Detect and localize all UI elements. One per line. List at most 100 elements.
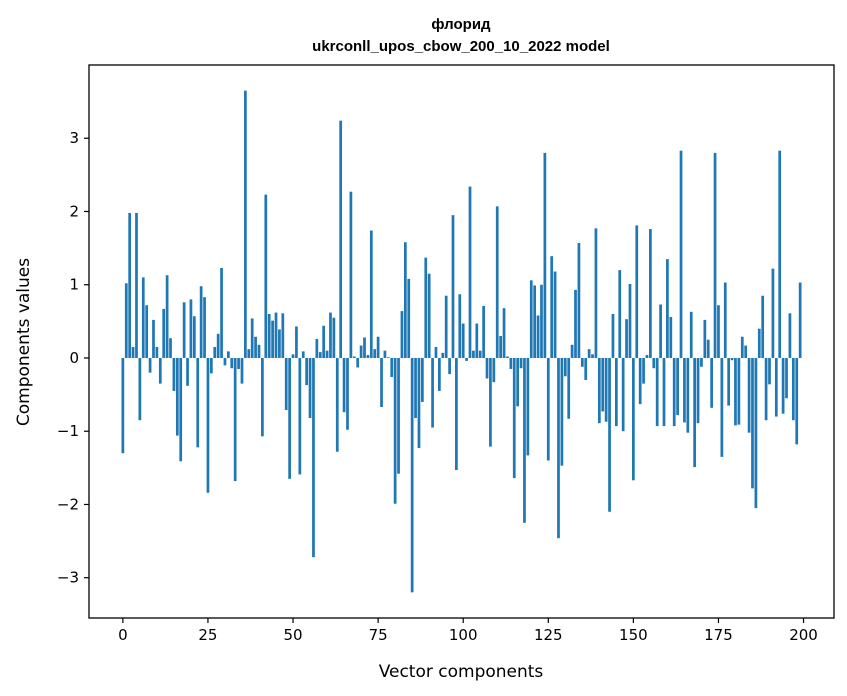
x-axis-label: Vector components bbox=[379, 662, 544, 682]
bar bbox=[298, 357, 302, 475]
x-tick-label: 25 bbox=[198, 626, 217, 644]
bar bbox=[740, 336, 744, 358]
bar bbox=[366, 355, 370, 358]
bar bbox=[597, 357, 601, 424]
bar bbox=[580, 357, 584, 367]
bar bbox=[710, 357, 714, 408]
bar bbox=[152, 319, 155, 358]
bar bbox=[666, 259, 669, 358]
bar bbox=[352, 356, 356, 358]
bar bbox=[329, 312, 332, 358]
bar bbox=[669, 316, 673, 358]
bar bbox=[295, 326, 298, 358]
bar bbox=[332, 317, 336, 358]
bar bbox=[587, 349, 591, 358]
bar bbox=[209, 357, 213, 374]
bar bbox=[774, 357, 778, 417]
bar bbox=[373, 349, 377, 358]
bar bbox=[540, 284, 543, 358]
bar bbox=[230, 357, 234, 369]
x-tick-label: 150 bbox=[619, 626, 648, 644]
bar bbox=[771, 268, 775, 358]
bar bbox=[468, 186, 472, 358]
bar bbox=[529, 280, 533, 358]
bar bbox=[649, 229, 652, 358]
bar bbox=[407, 278, 411, 358]
bar bbox=[482, 305, 485, 358]
bar bbox=[781, 357, 785, 414]
x-tick-label: 175 bbox=[704, 626, 733, 644]
bar bbox=[546, 357, 550, 461]
bar bbox=[135, 212, 138, 358]
bar bbox=[250, 318, 254, 358]
bar bbox=[553, 271, 557, 358]
bar bbox=[499, 336, 502, 358]
bar bbox=[284, 357, 288, 410]
bar bbox=[795, 357, 799, 445]
bar bbox=[594, 228, 598, 358]
y-tick-label: −2 bbox=[57, 495, 79, 513]
bar bbox=[788, 313, 792, 358]
bar bbox=[625, 319, 628, 358]
bar bbox=[472, 350, 475, 358]
bar bbox=[441, 352, 445, 358]
bar bbox=[485, 357, 489, 379]
bar bbox=[192, 316, 196, 358]
bar bbox=[451, 215, 455, 358]
bar bbox=[162, 308, 166, 358]
bar bbox=[737, 357, 741, 425]
bar bbox=[240, 357, 244, 384]
bar bbox=[448, 357, 451, 375]
bar bbox=[608, 357, 611, 512]
bar bbox=[502, 308, 506, 358]
bar bbox=[614, 357, 618, 427]
bar bbox=[421, 357, 424, 402]
bar bbox=[403, 242, 407, 358]
bar bbox=[676, 357, 679, 416]
bar bbox=[495, 206, 499, 358]
bar bbox=[536, 315, 540, 358]
x-tick-label: 50 bbox=[283, 626, 302, 644]
bar bbox=[216, 333, 220, 358]
bar bbox=[179, 357, 183, 462]
y-tick-label: 0 bbox=[69, 349, 79, 367]
bar bbox=[734, 357, 737, 426]
bar bbox=[465, 357, 468, 361]
bar bbox=[689, 311, 693, 358]
y-tick-label: −1 bbox=[57, 422, 79, 440]
bar bbox=[141, 277, 145, 358]
x-tick-label: 100 bbox=[449, 626, 478, 644]
x-tick-label: 75 bbox=[369, 626, 388, 644]
bar bbox=[155, 346, 159, 358]
bar bbox=[621, 357, 625, 432]
bar bbox=[645, 355, 649, 358]
bar bbox=[124, 283, 128, 358]
bar bbox=[461, 323, 465, 358]
bar bbox=[431, 357, 434, 428]
bar bbox=[686, 357, 690, 433]
bar bbox=[220, 267, 223, 358]
bar bbox=[417, 357, 421, 449]
bar bbox=[489, 357, 492, 447]
bar bbox=[764, 357, 768, 421]
bar bbox=[271, 320, 274, 358]
bar bbox=[356, 357, 360, 368]
bar bbox=[267, 314, 271, 358]
bar bbox=[376, 336, 380, 358]
bar bbox=[516, 357, 520, 407]
bar bbox=[383, 350, 387, 358]
bar bbox=[567, 357, 571, 419]
bar bbox=[778, 150, 782, 358]
bar bbox=[506, 356, 509, 358]
bar bbox=[632, 357, 635, 481]
bar bbox=[563, 357, 567, 377]
bar bbox=[359, 345, 363, 358]
x-tick-label: 125 bbox=[534, 626, 563, 644]
bar bbox=[754, 357, 758, 509]
bar bbox=[400, 311, 404, 358]
bar bbox=[386, 357, 390, 358]
bar bbox=[570, 344, 574, 358]
bar bbox=[560, 357, 564, 466]
y-tick-label: 2 bbox=[69, 202, 79, 220]
